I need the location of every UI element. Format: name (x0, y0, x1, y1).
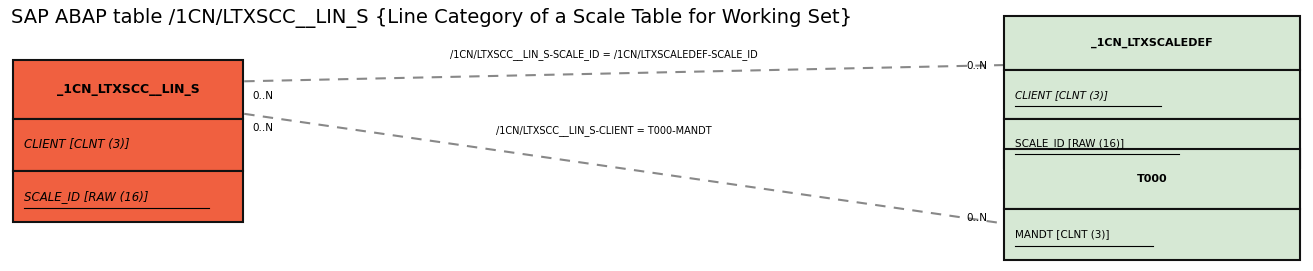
Text: 0..N: 0..N (252, 91, 273, 101)
Text: 0..N: 0..N (252, 123, 273, 133)
FancyBboxPatch shape (1004, 16, 1300, 70)
Text: /1CN/LTXSCC__LIN_S-SCALE_ID = /1CN/LTXSCALEDEF-SCALE_ID: /1CN/LTXSCC__LIN_S-SCALE_ID = /1CN/LTXSC… (450, 49, 758, 60)
Text: CLIENT [CLNT (3)]: CLIENT [CLNT (3)] (24, 138, 129, 151)
FancyBboxPatch shape (1004, 119, 1300, 168)
Text: _1CN_LTXSCALEDEF: _1CN_LTXSCALEDEF (1091, 38, 1213, 49)
Text: 0..N: 0..N (966, 213, 987, 223)
FancyBboxPatch shape (13, 60, 243, 119)
Text: _1CN_LTXSCC__LIN_S: _1CN_LTXSCC__LIN_S (56, 83, 200, 96)
FancyBboxPatch shape (13, 171, 243, 222)
Text: 0..N: 0..N (966, 62, 987, 71)
FancyBboxPatch shape (13, 119, 243, 171)
Text: CLIENT [CLNT (3)]: CLIENT [CLNT (3)] (1015, 90, 1108, 100)
FancyBboxPatch shape (1004, 149, 1300, 209)
Text: SAP ABAP table /1CN/LTXSCC__LIN_S {Line Category of a Scale Table for Working Se: SAP ABAP table /1CN/LTXSCC__LIN_S {Line … (11, 8, 852, 28)
Text: SCALE_ID [RAW (16)]: SCALE_ID [RAW (16)] (1015, 138, 1124, 149)
FancyBboxPatch shape (1004, 209, 1300, 260)
Text: MANDT [CLNT (3)]: MANDT [CLNT (3)] (1015, 230, 1109, 239)
Text: T000: T000 (1137, 174, 1167, 184)
Text: /1CN/LTXSCC__LIN_S-CLIENT = T000-MANDT: /1CN/LTXSCC__LIN_S-CLIENT = T000-MANDT (496, 125, 712, 136)
FancyBboxPatch shape (1004, 70, 1300, 119)
Text: SCALE_ID [RAW (16)]: SCALE_ID [RAW (16)] (24, 190, 148, 203)
